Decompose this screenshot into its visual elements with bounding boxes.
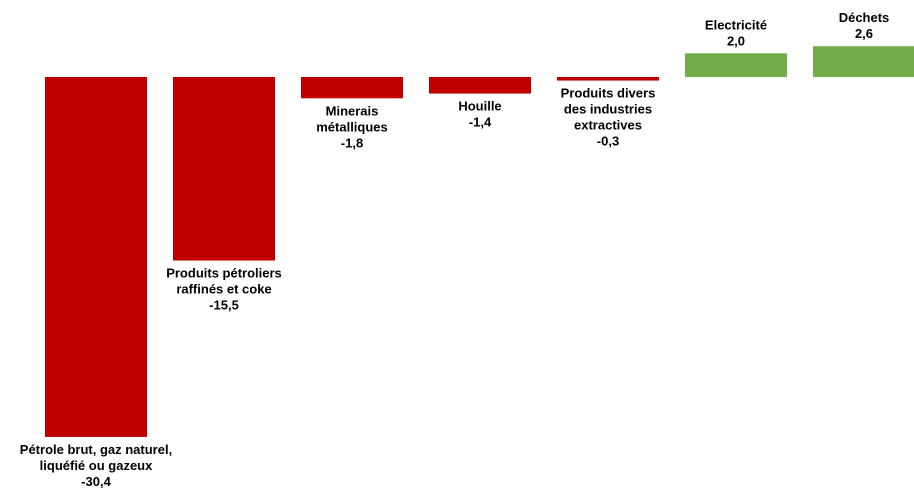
data-label-4: -0,3: [597, 134, 619, 149]
bar-2: [301, 77, 403, 99]
category-label-0-0: Pétrole brut, gaz naturel,: [20, 442, 172, 457]
category-label-1-1: raffinés et coke: [176, 282, 271, 297]
category-label-2-0: Minerais: [326, 103, 379, 118]
bar-5: [685, 53, 787, 77]
category-label-5-0: Electricité: [705, 17, 767, 32]
category-label-4-2: extractives: [574, 118, 642, 133]
category-label-4-0: Produits divers: [561, 86, 656, 101]
category-label-3-0: Houille: [458, 99, 501, 114]
data-label-2: -1,8: [341, 135, 363, 150]
data-label-6: 2,6: [855, 26, 873, 41]
category-label-4-1: des industries: [564, 102, 652, 117]
category-label-0-1: liquéfié ou gazeux: [40, 458, 153, 473]
data-label-0: -30,4: [81, 474, 111, 489]
data-label-1: -15,5: [209, 298, 239, 313]
bar-3: [429, 77, 531, 94]
category-label-6-0: Déchets: [839, 10, 890, 25]
data-label-3: -1,4: [469, 115, 492, 130]
data-label-5: 2,0: [727, 33, 745, 48]
category-label-1-0: Produits pétroliers: [166, 266, 282, 281]
bar-1: [173, 77, 275, 261]
bar-4: [557, 77, 659, 81]
category-label-2-1: métalliques: [316, 119, 388, 134]
bar-0: [45, 77, 147, 437]
bar-6: [813, 46, 914, 77]
